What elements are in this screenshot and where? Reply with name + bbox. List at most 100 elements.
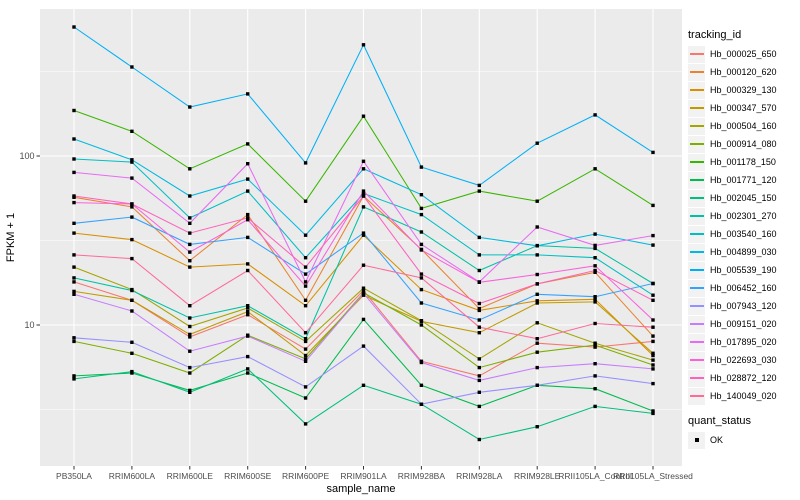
data-point — [72, 253, 76, 257]
data-point — [303, 199, 308, 203]
data-point — [303, 284, 308, 288]
legend-item-label: Hb_004899_030 — [710, 247, 777, 257]
data-point — [72, 194, 76, 198]
legend-key — [688, 351, 705, 369]
data-point — [535, 199, 539, 203]
data-point — [246, 334, 250, 338]
data-point — [419, 402, 424, 406]
data-point — [419, 287, 424, 292]
legend-item-label: Hb_000504_160 — [710, 121, 777, 131]
data-point — [188, 349, 192, 353]
data-point — [246, 306, 250, 310]
data-point — [72, 170, 76, 175]
data-point — [361, 344, 366, 348]
data-point — [303, 304, 308, 308]
data-point — [130, 298, 134, 302]
legend-line-swatch-icon — [689, 287, 704, 289]
legend-item: Hb_000914_080 — [688, 135, 800, 153]
data-point — [246, 313, 250, 317]
legend-line-swatch-icon — [689, 89, 704, 91]
data-point — [130, 340, 134, 344]
data-point — [477, 357, 481, 361]
data-point — [188, 388, 192, 393]
legend-item: Hb_000329_130 — [688, 81, 800, 99]
data-point — [72, 336, 76, 340]
data-point — [535, 253, 539, 257]
data-point — [130, 176, 134, 180]
data-point — [361, 263, 366, 267]
data-point — [246, 189, 250, 193]
data-point — [535, 141, 539, 145]
data-point — [535, 244, 539, 248]
data-point — [361, 317, 366, 322]
data-point — [72, 339, 76, 344]
data-point — [246, 142, 250, 146]
legend-item-label: Hb_006452_160 — [710, 283, 777, 293]
legend-key — [688, 63, 705, 81]
data-point — [535, 299, 539, 303]
data-point — [303, 357, 308, 361]
data-point — [535, 425, 539, 429]
data-point — [188, 265, 192, 269]
legend-item: Hb_002045_150 — [688, 189, 800, 207]
legend-item-label: OK — [710, 435, 724, 445]
data-point — [188, 316, 192, 320]
data-point — [419, 242, 424, 247]
data-point — [651, 293, 655, 297]
data-point — [361, 383, 366, 387]
data-point — [593, 362, 597, 366]
legend-item-label: Hb_022693_030 — [710, 355, 777, 365]
data-point — [651, 367, 655, 371]
data-point — [246, 354, 250, 359]
data-point — [593, 343, 597, 347]
legend-item: Hb_009151_020 — [688, 315, 800, 333]
legend-key — [688, 225, 705, 243]
legend-item-label: Hb_009151_020 — [710, 319, 777, 329]
legend-title-quant-status: quant_status — [688, 415, 751, 427]
legend-item-label: Hb_003540_160 — [710, 229, 777, 239]
data-point — [477, 374, 481, 378]
legend-item-label: Hb_002301_270 — [710, 211, 777, 221]
data-point — [593, 297, 597, 301]
legend-item: Hb_004899_030 — [688, 243, 800, 261]
x-axis-title: sample_name — [326, 483, 395, 495]
legend-line-swatch-icon — [689, 161, 704, 163]
x-tick-label: RRII105LA_Stressed — [613, 471, 693, 481]
legend-item-label: Hb_000914_080 — [710, 139, 777, 149]
legend-line-swatch-icon — [689, 53, 704, 55]
data-point — [72, 200, 76, 205]
legend-key — [688, 189, 705, 207]
data-point — [361, 293, 366, 297]
data-point — [419, 193, 424, 197]
data-point — [188, 167, 192, 171]
data-point — [593, 232, 597, 236]
data-point — [535, 225, 539, 229]
legend-item-label: Hb_001771_120 — [710, 175, 777, 185]
data-point — [477, 183, 481, 188]
data-point — [651, 353, 655, 358]
data-point — [477, 189, 481, 193]
data-point — [593, 321, 597, 326]
legend-item: Hb_003540_160 — [688, 225, 800, 243]
legend-key — [688, 45, 705, 63]
data-point — [130, 309, 134, 313]
data-point — [593, 167, 597, 171]
legend-key — [688, 207, 705, 225]
data-point — [651, 351, 655, 355]
data-point — [419, 360, 424, 365]
data-point — [188, 335, 192, 339]
legend-line-swatch-icon — [689, 179, 704, 181]
data-point — [361, 43, 366, 47]
data-point — [303, 272, 308, 276]
legend-item: Hb_000120_620 — [688, 63, 800, 81]
legend-item-label: Hb_140049_020 — [710, 391, 777, 401]
legend-item-label: Hb_000025_650 — [710, 49, 777, 59]
legend-key — [688, 243, 705, 261]
data-point — [303, 256, 308, 260]
data-point — [246, 268, 250, 273]
data-point — [130, 65, 134, 69]
legend-key — [688, 99, 705, 117]
legend-key — [688, 279, 705, 297]
data-point — [246, 162, 250, 166]
data-point — [477, 235, 481, 240]
